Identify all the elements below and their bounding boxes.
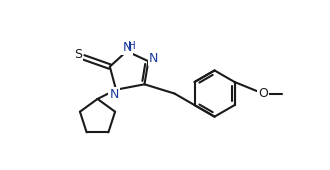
- Text: N: N: [109, 88, 119, 101]
- Text: S: S: [74, 48, 82, 61]
- Text: H: H: [128, 41, 136, 51]
- Text: N: N: [122, 41, 132, 54]
- Text: O: O: [258, 87, 268, 100]
- Text: N: N: [148, 52, 158, 65]
